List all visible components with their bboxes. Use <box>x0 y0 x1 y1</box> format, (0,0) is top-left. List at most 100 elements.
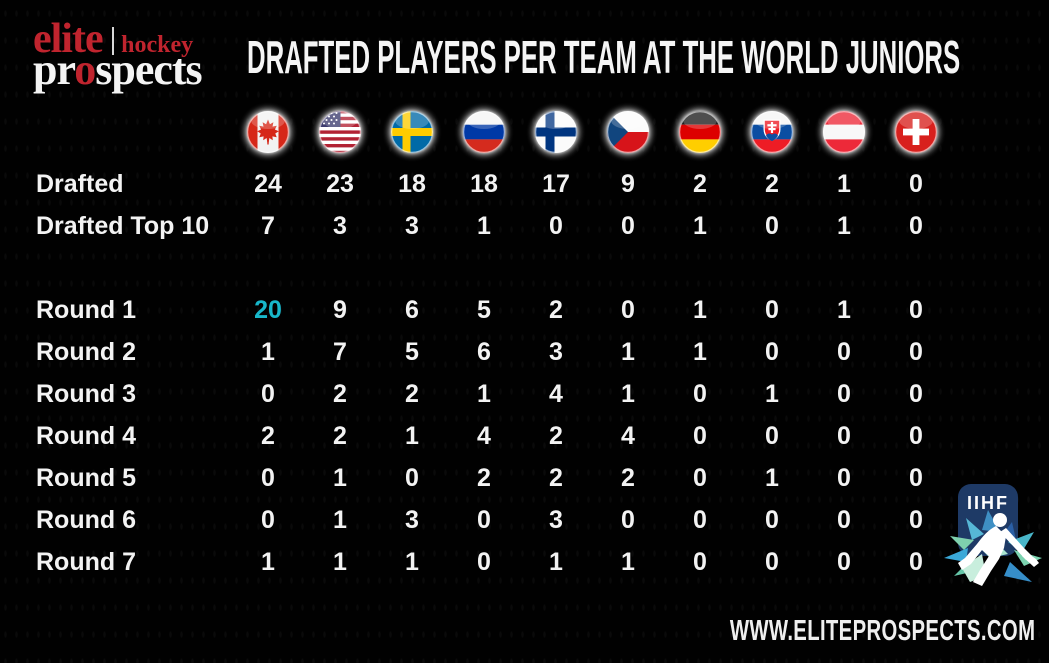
flag-russia-icon <box>463 110 505 153</box>
stat-cell: 1 <box>621 379 635 408</box>
stat-cell: 0 <box>261 505 275 534</box>
table-row: Round 5 0 1 0 2 2 2 0 1 0 0 <box>35 457 952 499</box>
stat-cell: 1 <box>837 295 851 324</box>
stats-table: Drafted 24 23 18 18 17 9 2 2 1 0 Drafted Top 10 7 3 3 1… <box>35 105 952 583</box>
stat-cell: 1 <box>621 547 635 576</box>
stat-cell: 2 <box>333 421 347 450</box>
stat-cell: 4 <box>549 379 563 408</box>
stat-cell: 0 <box>693 421 707 450</box>
stat-cell: 18 <box>398 169 426 198</box>
stat-cell: 23 <box>326 169 354 198</box>
stat-cell: 0 <box>261 379 275 408</box>
stat-cell: 0 <box>477 505 491 534</box>
stat-cell: 0 <box>909 169 923 198</box>
stat-cell: 1 <box>333 547 347 576</box>
stat-cell: 0 <box>909 211 923 240</box>
stat-cell: 0 <box>765 211 779 240</box>
stat-cell: 1 <box>765 379 779 408</box>
table-row: Round 4 2 2 1 4 2 4 0 0 0 0 <box>35 415 952 457</box>
stat-cell: 0 <box>909 295 923 324</box>
stat-cell: 0 <box>693 463 707 492</box>
stat-cell: 0 <box>621 211 635 240</box>
stat-cell: 2 <box>477 463 491 492</box>
stat-cell: 7 <box>333 337 347 366</box>
stat-cell: 2 <box>621 463 635 492</box>
logo-hockey-text: hockey <box>121 32 194 58</box>
flag-canada-icon <box>247 110 289 153</box>
stats-table-body: Drafted 24 23 18 18 17 9 2 2 1 0 Drafted Top 10 7 3 3 1… <box>35 163 952 583</box>
eliteprospects-logo: elite hockey prospects <box>33 18 203 94</box>
stat-cell: 9 <box>333 295 347 324</box>
stat-cell: 0 <box>693 379 707 408</box>
table-row: Drafted 24 23 18 18 17 9 2 2 1 0 <box>35 163 952 205</box>
stat-cell: 0 <box>837 379 851 408</box>
iihf-player-silhouette <box>958 513 1039 586</box>
stat-cell: 1 <box>477 211 491 240</box>
logo-prospects-o: o <box>74 45 96 94</box>
row-label: Round 1 <box>36 295 136 324</box>
row-label: Drafted Top 10 <box>36 211 210 240</box>
logo-line1: elite hockey <box>33 18 202 60</box>
stat-cell: 6 <box>405 295 419 324</box>
iihf-label: IIHF <box>967 493 1009 513</box>
row-label: Round 3 <box>36 379 136 408</box>
stat-cell: 2 <box>549 463 563 492</box>
stat-cell: 1 <box>549 547 563 576</box>
row-label-header <box>35 105 232 163</box>
stat-cell: 3 <box>405 505 419 534</box>
stat-cell: 0 <box>909 505 923 534</box>
stat-cell: 4 <box>477 421 491 450</box>
stat-cell: 0 <box>909 421 923 450</box>
stat-cell: 0 <box>837 421 851 450</box>
flag-czech-republic-icon <box>607 110 649 153</box>
row-label: Round 7 <box>36 547 136 576</box>
table-row: Round 1 20 9 6 5 2 0 1 0 1 0 <box>35 289 952 331</box>
stat-cell: 2 <box>405 379 419 408</box>
stat-cell: 1 <box>765 463 779 492</box>
table-row: Drafted Top 10 7 3 3 1 0 0 1 0 1 0 <box>35 205 952 247</box>
stat-cell: 4 <box>621 421 635 450</box>
flag-switzerland-icon <box>895 110 937 153</box>
stat-cell: 1 <box>621 337 635 366</box>
logo-elite-text: elite <box>33 16 104 62</box>
stat-cell: 1 <box>261 547 275 576</box>
stat-cell: 1 <box>333 463 347 492</box>
stat-cell: 0 <box>477 547 491 576</box>
page-title: DRAFTED PLAYERS PER TEAM AT THE WORLD JU… <box>247 31 961 83</box>
footer-url: WWW.ELITEPROSPECTS.COM <box>729 615 1035 647</box>
stat-cell: 2 <box>549 295 563 324</box>
stat-cell: 1 <box>405 547 419 576</box>
stat-cell: 0 <box>621 295 635 324</box>
stat-cell: 0 <box>837 505 851 534</box>
stat-cell: 3 <box>549 337 563 366</box>
table-row: Round 7 1 1 1 0 1 1 0 0 0 0 <box>35 541 952 583</box>
stat-cell: 0 <box>765 295 779 324</box>
stat-cell: 0 <box>693 505 707 534</box>
stat-cell: 2 <box>333 379 347 408</box>
flag-austria-icon <box>823 110 865 153</box>
row-label: Round 4 <box>36 421 136 450</box>
stat-cell: 2 <box>261 421 275 450</box>
stat-cell: 0 <box>765 547 779 576</box>
stat-cell: 1 <box>693 337 707 366</box>
stat-cell: 2 <box>549 421 563 450</box>
stat-cell: 20 <box>254 295 282 324</box>
stat-cell: 0 <box>261 463 275 492</box>
stat-cell: 1 <box>693 211 707 240</box>
flag-germany-icon <box>679 110 721 153</box>
stat-cell: 9 <box>621 169 635 198</box>
iihf-logo: IIHF <box>944 484 1042 586</box>
stat-cell: 0 <box>765 505 779 534</box>
row-label: Drafted <box>36 169 124 198</box>
stat-cell: 7 <box>261 211 275 240</box>
table-row: Round 2 1 7 5 6 3 1 1 0 0 0 <box>35 331 952 373</box>
flag-finland-icon <box>535 110 577 153</box>
stat-cell: 2 <box>765 169 779 198</box>
row-label: Round 5 <box>36 463 136 492</box>
stat-cell: 5 <box>405 337 419 366</box>
stat-cell: 3 <box>333 211 347 240</box>
stat-cell: 0 <box>693 547 707 576</box>
stat-cell: 0 <box>837 547 851 576</box>
stat-cell: 1 <box>333 505 347 534</box>
